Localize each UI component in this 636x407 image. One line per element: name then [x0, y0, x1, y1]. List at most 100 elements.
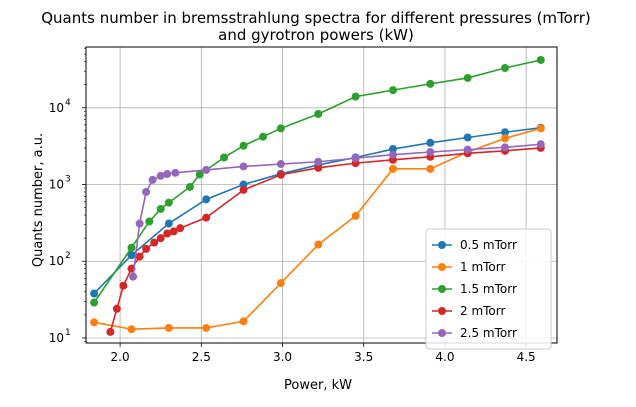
y-tick-label: 10: [49, 331, 64, 345]
data-point: [388, 164, 397, 173]
y-tick-exponent: 4: [65, 98, 71, 108]
legend-swatch-marker: [438, 263, 446, 271]
data-point: [463, 133, 472, 142]
data-point: [276, 124, 285, 133]
data-point: [501, 134, 510, 143]
x-tick-label: 2.0: [111, 350, 130, 364]
x-axis-ticks: 2.0 2.5 3.0 3.5 4.0 4.5: [111, 343, 536, 364]
data-point: [259, 132, 268, 141]
data-point: [163, 229, 172, 238]
x-tick-label: 3.0: [273, 350, 292, 364]
data-point: [90, 289, 99, 298]
grid: [86, 47, 557, 343]
series-group: [90, 55, 545, 336]
data-point: [164, 219, 173, 228]
data-point: [314, 110, 323, 119]
legend-label: 1.5 mTorr: [460, 282, 517, 296]
data-point: [164, 198, 173, 207]
data-point: [276, 279, 285, 288]
data-point: [239, 317, 248, 326]
data-point: [106, 327, 115, 336]
data-point: [135, 252, 144, 261]
data-point: [351, 211, 360, 220]
data-point: [536, 55, 545, 64]
data-point: [501, 143, 510, 152]
legend-label: 1 mTorr: [460, 260, 505, 274]
legend-swatch-marker: [438, 329, 446, 337]
data-point: [239, 185, 248, 194]
series-2-mtorr: [106, 143, 545, 336]
chart-title-line-2: and gyrotron powers (kW): [218, 26, 414, 44]
x-tick-label: 2.5: [192, 350, 211, 364]
data-point: [202, 195, 211, 204]
data-point: [90, 298, 99, 307]
data-point: [156, 204, 165, 213]
data-point: [426, 164, 435, 173]
data-point: [426, 138, 435, 147]
x-tick-label: 4.0: [435, 350, 454, 364]
data-point: [536, 124, 545, 133]
data-point: [239, 141, 248, 150]
data-point: [176, 224, 185, 233]
y-axis-label: Quants number, a.u.: [31, 133, 46, 267]
data-point: [135, 219, 144, 228]
data-point: [426, 148, 435, 157]
data-point: [195, 170, 204, 179]
data-point: [150, 238, 159, 247]
data-point: [171, 168, 180, 177]
legend-item: 1 mTorr: [432, 260, 505, 274]
data-point: [156, 234, 165, 243]
series-1-5-mtorr: [90, 55, 545, 307]
data-point: [202, 165, 211, 174]
data-point: [239, 162, 248, 171]
data-point: [351, 92, 360, 101]
data-point: [463, 73, 472, 82]
data-point: [388, 150, 397, 159]
data-point: [388, 145, 397, 154]
legend-item: 2.5 mTorr: [432, 326, 517, 340]
data-point: [276, 160, 285, 169]
data-point: [185, 182, 194, 191]
data-point: [388, 86, 397, 95]
data-point: [202, 323, 211, 332]
legend-item: 1.5 mTorr: [432, 282, 517, 296]
legend-label: 2.5 mTorr: [460, 326, 517, 340]
data-point: [90, 318, 99, 327]
data-point: [501, 128, 510, 137]
data-point: [163, 170, 172, 179]
y-tick-label: 10: [49, 254, 64, 268]
data-point: [127, 243, 136, 252]
legend-item: 0.5 mTorr: [432, 238, 517, 252]
chart-title-line-1: Quants number in bremsstrahlung spectra …: [41, 9, 591, 27]
data-point: [112, 304, 121, 313]
legend-label: 2 mTorr: [460, 304, 505, 318]
data-point: [426, 79, 435, 88]
data-point: [202, 213, 211, 222]
y-tick-label: 10: [49, 101, 64, 115]
data-point: [276, 170, 285, 179]
x-tick-label: 3.5: [354, 350, 373, 364]
data-point: [501, 64, 510, 73]
data-point: [127, 325, 136, 334]
legend: 0.5 mTorr 1 mTorr 1.5 mTorr 2 mTorr 2.5 mTor…: [425, 228, 552, 350]
data-point: [119, 281, 128, 290]
legend-box: [425, 228, 552, 350]
data-point: [142, 187, 151, 196]
x-tick-label: 4.5: [517, 350, 536, 364]
data-point: [145, 217, 154, 226]
data-point: [156, 171, 165, 180]
x-axis-label: Power, kW: [284, 378, 352, 393]
plot-area-frame: [85, 46, 558, 344]
y-tick-exponent: 3: [65, 175, 71, 185]
data-point: [148, 175, 157, 184]
legend-swatch-marker: [438, 285, 446, 293]
legend-swatch-marker: [438, 307, 446, 315]
data-point: [129, 272, 138, 281]
data-point: [314, 163, 323, 172]
series-2-5-mtorr: [129, 140, 545, 281]
data-point: [142, 244, 151, 253]
data-point: [127, 251, 136, 260]
